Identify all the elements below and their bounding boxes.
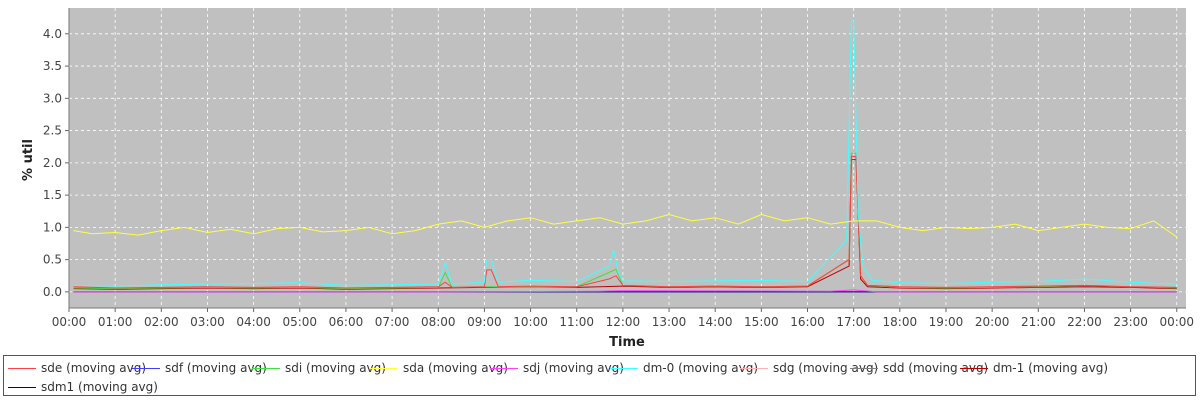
legend-item: sdj (moving avg) <box>490 359 624 377</box>
y-tick-label: 0.5 <box>43 253 62 267</box>
legend-swatch <box>740 367 768 369</box>
legend-item: dm-1 (moving avg) <box>960 359 1108 377</box>
legend-label: sdj (moving avg) <box>523 361 624 375</box>
x-tick-label: 19:00 <box>929 315 964 329</box>
y-tick-label: 1.0 <box>43 220 62 234</box>
axes: 0.0 0.5 1.0 1.5 2.0 2.5 3.0 3.5 4.0 00:00 01:00 02:… <box>43 8 1194 329</box>
legend: sde (moving avg) sdf (moving avg) sdi (mov… <box>3 355 1196 396</box>
series-line-5 <box>73 20 1177 287</box>
x-tick-label: 05:00 <box>282 315 317 329</box>
y-tick-label: 3.0 <box>43 91 62 105</box>
legend-item: dm-0 (moving avg) <box>610 359 758 377</box>
legend-item: sda (moving avg) <box>370 359 508 377</box>
x-tick-label: 12:00 <box>606 315 641 329</box>
x-tick-label: 21:00 <box>1021 315 1056 329</box>
x-tick-label: 00:00 <box>52 315 87 329</box>
grid <box>68 8 1186 308</box>
legend-label: sdf (moving avg) <box>165 361 267 375</box>
x-tick-label: 16:00 <box>790 315 825 329</box>
x-tick-label: 06:00 <box>329 315 364 329</box>
legend-label: sdd (moving avg) <box>883 361 989 375</box>
legend-swatch <box>960 367 988 369</box>
y-tick-label: 0.0 <box>43 285 62 299</box>
x-tick-label: 01:00 <box>98 315 133 329</box>
legend-item: sdm1 (moving avg) <box>8 378 158 396</box>
legend-swatch <box>8 367 36 369</box>
y-tick-label: 2.0 <box>43 156 62 170</box>
legend-label: sdi (moving avg) <box>285 361 386 375</box>
chart-svg: 0.0 0.5 1.0 1.5 2.0 2.5 3.0 3.5 4.0 00:00 01:00 02:… <box>21 8 1194 350</box>
series-line-4 <box>73 289 1177 293</box>
legend-label: sdm1 (moving avg) <box>41 380 158 394</box>
x-tick-label: 04:00 <box>236 315 271 329</box>
series-line-0 <box>73 155 1177 289</box>
y-axis-title: % util <box>21 139 36 181</box>
legend-label: sde (moving avg) <box>41 361 147 375</box>
x-tick-label: 03:00 <box>190 315 225 329</box>
x-tick-label: 02:00 <box>144 315 179 329</box>
x-tick-label: 22:00 <box>1067 315 1102 329</box>
legend-label: dm-0 (moving avg) <box>643 361 759 375</box>
x-tick-label: 10:00 <box>513 315 548 329</box>
legend-item: sdd (moving avg) <box>850 359 988 377</box>
legend-swatch <box>370 367 398 369</box>
x-tick-label: 18:00 <box>883 315 918 329</box>
y-tick-label: 4.0 <box>43 27 62 41</box>
x-tick-label: 08:00 <box>421 315 456 329</box>
x-tick-label: 23:00 <box>1113 315 1148 329</box>
series-line-3 <box>73 213 1178 238</box>
x-tick-label: 17:00 <box>836 315 871 329</box>
legend-swatch <box>850 367 878 369</box>
legend-swatch <box>490 367 518 369</box>
legend-label: sda (moving avg) <box>403 361 508 375</box>
x-tick-label: 07:00 <box>375 315 410 329</box>
series-line-8 <box>73 159 1177 290</box>
y-tick-label: 3.5 <box>43 59 62 73</box>
series-layer <box>73 20 1178 293</box>
legend-item: sdg (moving avg) <box>740 359 878 377</box>
x-tick-label: 20:00 <box>975 315 1010 329</box>
x-tick-label: 00:00 <box>1159 315 1194 329</box>
plot-area <box>69 8 1186 308</box>
legend-swatch <box>610 367 638 369</box>
x-tick-label: 14:00 <box>698 315 733 329</box>
legend-item: sdi (moving avg) <box>252 359 386 377</box>
legend-label: sdg (moving avg) <box>773 361 879 375</box>
legend-swatch <box>8 386 36 388</box>
x-tick-label: 15:00 <box>744 315 779 329</box>
legend-swatch <box>252 367 280 369</box>
y-tick-label: 1.5 <box>43 188 62 202</box>
legend-label: dm-1 (moving avg) <box>993 361 1109 375</box>
legend-item: sde (moving avg) <box>8 359 146 377</box>
x-tick-label: 13:00 <box>652 315 687 329</box>
legend-item: sdf (moving avg) <box>132 359 267 377</box>
x-tick-label: 09:00 <box>467 315 502 329</box>
legend-swatch <box>132 367 160 369</box>
x-tick-label: 11:00 <box>559 315 594 329</box>
y-tick-label: 2.5 <box>43 124 62 138</box>
x-axis-title: Time <box>609 335 645 350</box>
